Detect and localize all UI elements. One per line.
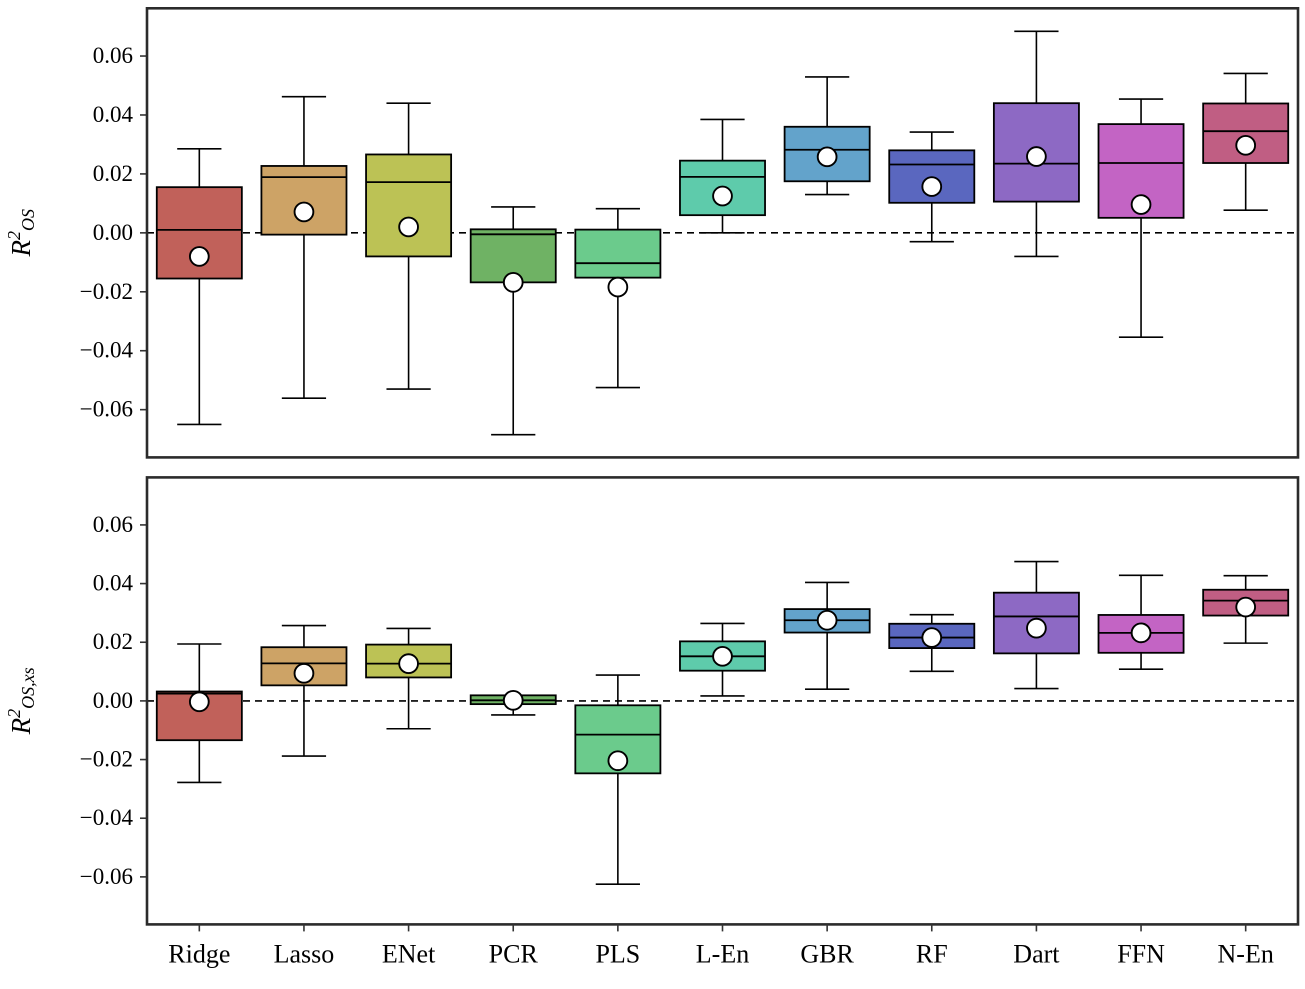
svg-text:−0.06: −0.06 [80, 397, 133, 422]
svg-text:0.02: 0.02 [93, 161, 133, 186]
svg-text:RF: RF [916, 939, 948, 968]
svg-text:GBR: GBR [800, 939, 854, 968]
svg-text:0.06: 0.06 [93, 43, 133, 68]
svg-text:0.00: 0.00 [93, 220, 133, 245]
svg-text:PCR: PCR [489, 939, 539, 968]
svg-text:0.00: 0.00 [93, 688, 133, 713]
svg-text:−0.04: −0.04 [80, 338, 134, 363]
svg-text:0.02: 0.02 [93, 629, 133, 654]
svg-text:FFN: FFN [1117, 939, 1165, 968]
svg-text:0.04: 0.04 [93, 571, 134, 596]
svg-text:0.04: 0.04 [93, 102, 134, 127]
svg-text:N-En: N-En [1218, 939, 1274, 968]
svg-text:ENet: ENet [382, 939, 436, 968]
svg-text:−0.06: −0.06 [80, 864, 133, 889]
svg-text:−0.04: −0.04 [80, 805, 134, 830]
svg-text:0.06: 0.06 [93, 512, 133, 537]
svg-text:Dart: Dart [1013, 939, 1060, 968]
svg-text:Lasso: Lasso [274, 939, 335, 968]
svg-text:−0.02: −0.02 [80, 279, 133, 304]
svg-text:PLS: PLS [595, 939, 640, 968]
svg-text:−0.02: −0.02 [80, 747, 133, 772]
svg-text:Ridge: Ridge [168, 939, 230, 968]
svg-text:L-En: L-En [696, 939, 749, 968]
